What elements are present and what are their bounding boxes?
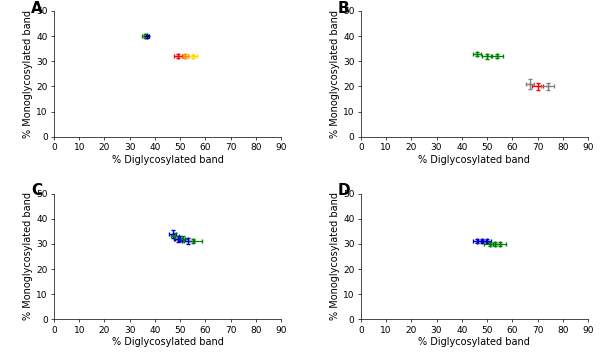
Y-axis label: % Monoglycosylated band: % Monoglycosylated band	[330, 192, 340, 321]
X-axis label: % Diglycosylated band: % Diglycosylated band	[112, 155, 224, 165]
Text: D: D	[338, 183, 350, 199]
Y-axis label: % Monoglycosylated band: % Monoglycosylated band	[23, 192, 34, 321]
X-axis label: % Diglycosylated band: % Diglycosylated band	[418, 155, 530, 165]
X-axis label: % Diglycosylated band: % Diglycosylated band	[418, 338, 530, 347]
Text: B: B	[338, 1, 350, 16]
Text: A: A	[31, 1, 43, 16]
Text: C: C	[31, 183, 43, 199]
X-axis label: % Diglycosylated band: % Diglycosylated band	[112, 338, 224, 347]
Y-axis label: % Monoglycosylated band: % Monoglycosylated band	[23, 10, 34, 138]
Y-axis label: % Monoglycosylated band: % Monoglycosylated band	[330, 10, 340, 138]
